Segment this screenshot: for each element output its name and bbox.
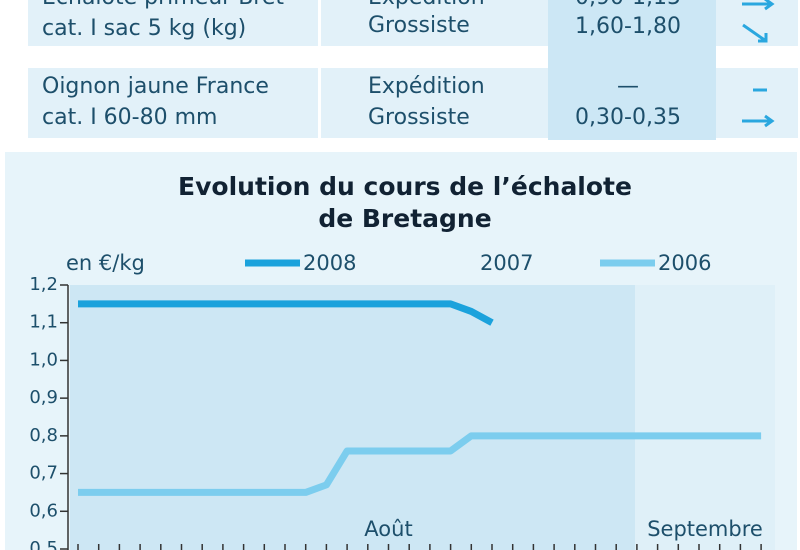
price-col-bg	[548, 0, 716, 140]
y-tick-label: 1,2	[29, 274, 58, 295]
product: cat. I 60-80 mm	[42, 105, 217, 130]
series-line	[78, 300, 494, 326]
legend-label: 2008	[303, 251, 356, 275]
month-band	[70, 285, 635, 550]
y-tick-label: 0,8	[29, 425, 58, 446]
market: Grossiste	[368, 13, 470, 38]
price: —	[617, 74, 639, 99]
y-tick-label: 1,0	[29, 349, 58, 370]
y-axis-label: en €/kg	[66, 251, 145, 275]
trend-arrow	[742, 0, 775, 11]
price-table: Echalote primeur Bret cat. I sac 5 kg (k…	[28, 0, 798, 140]
market: Grossiste	[368, 105, 470, 130]
price: 0,30-0,35	[575, 105, 681, 130]
market: Expédition	[368, 0, 485, 10]
y-tick-label: 0,9	[29, 387, 58, 408]
product: cat. I sac 5 kg (kg)	[42, 16, 246, 41]
y-tick-label: 1,1	[29, 312, 58, 333]
chart-title: Evolution du cours de l’échalote	[178, 172, 632, 201]
x-tick-label: Août	[364, 517, 412, 541]
series-line	[78, 432, 762, 496]
col-sep	[318, 0, 321, 140]
trend-arrow	[742, 114, 775, 128]
price: 1,60-1,80	[575, 14, 681, 39]
trend-icons	[742, 0, 775, 128]
y-tick-label: 0,7	[29, 463, 58, 484]
legend-label: 2007	[480, 251, 533, 275]
price: 0,90-1,15	[575, 0, 681, 10]
trend-arrow	[742, 23, 768, 43]
month-band	[635, 285, 775, 550]
chart-title: de Bretagne	[318, 204, 491, 233]
product: Echalote primeur Bret	[42, 0, 284, 10]
y-tick-label: 0,5	[29, 538, 58, 550]
product: Oignon jaune France	[42, 74, 269, 99]
market: Expédition	[368, 74, 485, 99]
y-tick-label: 0,6	[29, 500, 58, 521]
legend-label: 2006	[658, 251, 711, 275]
x-tick-label: Septembre	[647, 517, 763, 541]
